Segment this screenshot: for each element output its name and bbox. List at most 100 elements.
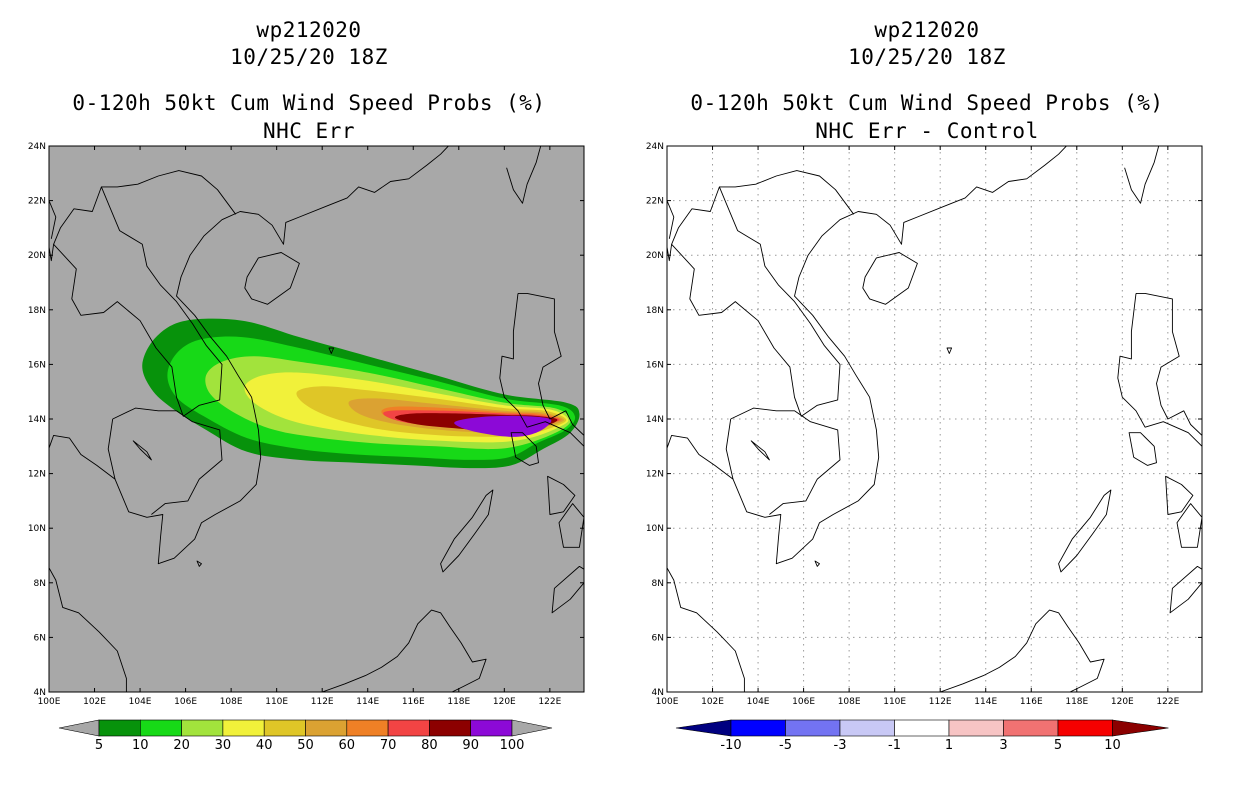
colorbar: 5 10 20 30 40 50 60 70 80 90 100	[58, 719, 553, 753]
colorbar-box	[387, 719, 430, 737]
colorbar-label: 5	[1054, 738, 1062, 753]
coastline-segment	[558, 503, 584, 548]
map-svg: 100E 102E 104E 106E 108E 110E 112E 114E 116E 118E…	[646, 142, 1203, 753]
lon-label-112E: 112E	[929, 697, 952, 707]
coastline-segment	[1136, 292, 1202, 436]
coastline-segment	[518, 292, 584, 436]
lat-label-14N: 14N	[28, 415, 46, 425]
lon-label-122E: 122E	[538, 697, 561, 707]
colorbar-box	[263, 719, 306, 737]
map-layer	[49, 146, 584, 692]
coastline-segment	[49, 244, 55, 262]
map-svg: 100E 102E 104E 106E 108E 110E 112E 114E 116E 118E…	[28, 142, 585, 753]
coastline-segment	[667, 200, 675, 239]
coastline-segment	[667, 146, 1130, 692]
coastline-segment	[547, 146, 584, 147]
coastline-segment	[1165, 475, 1194, 515]
coastline-segment	[510, 432, 539, 466]
coastline-segment	[551, 565, 584, 614]
lon-label-106E: 106E	[174, 697, 197, 707]
coastline-segment	[499, 293, 584, 447]
coastline-segment	[725, 418, 734, 480]
lon-label-104E: 104E	[129, 697, 152, 707]
map-layer	[667, 146, 1202, 692]
lat-label-20N: 20N	[28, 251, 46, 261]
colorbar-label: 100	[500, 738, 525, 753]
coastline-segment	[885, 609, 1105, 692]
colorbar-label: 90	[462, 738, 479, 753]
lat-label-16N: 16N	[646, 360, 664, 370]
coastline-segment	[49, 438, 50, 440]
colorbar-label: 70	[380, 738, 397, 753]
lon-label-110E: 110E	[265, 697, 288, 707]
lon-label-114E: 114E	[356, 697, 379, 707]
coastline-segment	[1058, 489, 1112, 573]
lat-label-10N: 10N	[646, 524, 664, 534]
coastline-segment	[862, 252, 918, 305]
colorbar-box	[1057, 719, 1113, 737]
lat-label-8N: 8N	[34, 579, 46, 589]
coastline-segment	[267, 609, 487, 692]
colorbar-box	[839, 719, 895, 737]
colorbar: -10 -5 -3 -1 1 3 5 10	[675, 719, 1169, 753]
axis-ticks: 100E 102E 104E 106E 108E 110E 112E 114E 116E 118E…	[646, 142, 1202, 707]
coastline-segment	[1128, 432, 1157, 466]
subtitle: NHC Err - Control	[815, 119, 1039, 143]
coastlines	[667, 146, 1202, 692]
coastline-segment	[101, 170, 237, 215]
colorbar-box	[785, 719, 841, 737]
colorbar-label: 1	[945, 738, 953, 753]
lon-label-122E: 122E	[1156, 697, 1179, 707]
colorbar-box	[346, 719, 389, 737]
colorbar-label: 10	[132, 738, 149, 753]
lon-label-120E: 120E	[493, 697, 516, 707]
lon-label-116E: 116E	[402, 697, 425, 707]
colorbar-label: 20	[173, 738, 190, 753]
lat-label-18N: 18N	[646, 306, 664, 316]
lat-label-22N: 22N	[646, 197, 664, 207]
colorbar-label: -10	[720, 738, 741, 753]
colorbar-label: 30	[215, 738, 232, 753]
lat-label-8N: 8N	[652, 579, 664, 589]
left-panel: wp212020 10/25/20 18Z 0-120h 50kt Cum Wi…	[28, 18, 585, 753]
lat-label-16N: 16N	[28, 360, 46, 370]
lon-label-118E: 118E	[1065, 697, 1088, 707]
lon-label-106E: 106E	[792, 697, 815, 707]
coastline-segment	[107, 418, 116, 480]
lat-label-12N: 12N	[28, 470, 46, 480]
lon-label-102E: 102E	[701, 697, 724, 707]
colorbar-box	[181, 719, 224, 737]
coastline-segment	[132, 440, 152, 461]
coastline-segment	[1124, 146, 1160, 204]
lon-label-100E: 100E	[656, 697, 679, 707]
product-title: 0-120h 50kt Cum Wind Speed Probs (%)	[72, 91, 546, 115]
lat-label-6N: 6N	[652, 633, 664, 643]
coastline-segment	[53, 186, 223, 417]
colorbar-label: -5	[779, 738, 792, 753]
lon-label-108E: 108E	[220, 697, 243, 707]
lat-label-24N: 24N	[28, 142, 46, 152]
colorbar-label: 50	[297, 738, 314, 753]
lon-label-114E: 114E	[974, 697, 997, 707]
lon-label-118E: 118E	[447, 697, 470, 707]
colorbar-box	[140, 719, 182, 737]
storm-id-title: wp212020	[256, 18, 362, 42]
colorbar-label: -1	[888, 738, 901, 753]
colorbar-label: 3	[999, 738, 1007, 753]
datetime-title: 10/25/20 18Z	[230, 45, 388, 69]
colorbar-box	[730, 719, 786, 737]
colorbar-label: 80	[421, 738, 438, 753]
coastline-segment	[671, 186, 841, 417]
colorbar-box	[470, 719, 513, 737]
lon-label-104E: 104E	[747, 697, 770, 707]
coastline-segment	[328, 347, 335, 354]
subtitle: NHC Err	[262, 119, 355, 143]
coastline-segment	[506, 146, 542, 204]
colorbar-label: 60	[339, 738, 356, 753]
colorbar-label: -3	[834, 738, 847, 753]
coastline-segment	[196, 560, 202, 567]
colorbar-arrow-low	[675, 719, 732, 737]
coastline-segment	[719, 170, 855, 215]
colorbar-label: 10	[1104, 738, 1121, 753]
coastline-segment	[244, 252, 300, 305]
